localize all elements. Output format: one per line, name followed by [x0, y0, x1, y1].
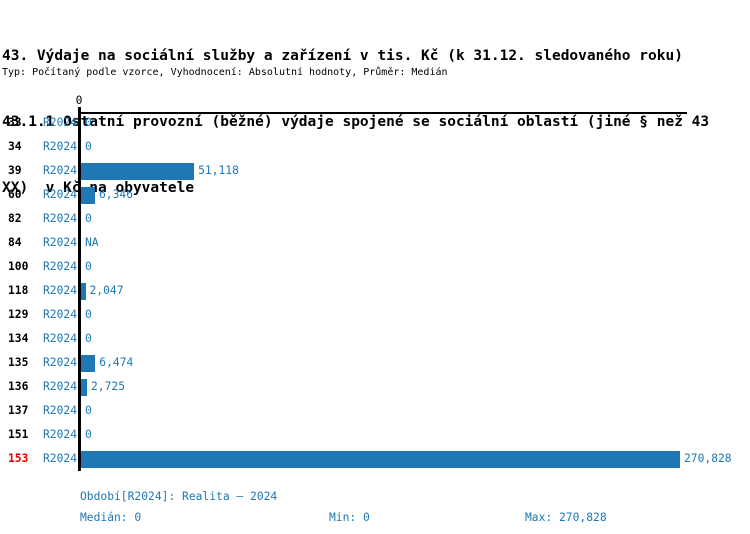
chart-row: 151 R2024 0 — [0, 423, 750, 447]
row-period-label: R2024 — [43, 236, 78, 249]
title-line-1: 43. Výdaje na sociální služby a zařízení… — [2, 48, 683, 64]
row-category-label: 135 — [8, 356, 29, 369]
row-period-label: R2024 — [43, 308, 78, 321]
row-value-label: 51,118 — [198, 164, 239, 177]
row-period-label: R2024 — [43, 428, 78, 441]
row-category-label: 84 — [8, 236, 22, 249]
row-category-label: 129 — [8, 308, 29, 321]
chart-row: 84 R2024 NA — [0, 231, 750, 255]
row-period-label: R2024 — [43, 452, 78, 465]
row-period-label: R2024 — [43, 332, 78, 345]
row-period-label: R2024 — [43, 164, 78, 177]
row-category-label: 118 — [8, 284, 29, 297]
chart-row: 39 R2024 51,118 — [0, 159, 750, 183]
row-period-label: R2024 — [43, 260, 78, 273]
row-period-label: R2024 — [43, 140, 78, 153]
row-value-label: 2,047 — [89, 284, 124, 297]
chart-row: 134 R2024 0 — [0, 327, 750, 351]
row-value-label: NA — [85, 236, 99, 249]
row-value-label: 6,346 — [99, 188, 134, 201]
row-value-label: 0 — [85, 260, 92, 273]
x-axis-tick-zero: 0 — [75, 94, 83, 107]
chart-row: 137 R2024 0 — [0, 399, 750, 423]
chart-subtitle: Typ: Počítaný podle vzorce, Vyhodnocení:… — [2, 67, 448, 78]
chart-row: 33 R2024 0 — [0, 111, 750, 135]
row-category-label: 134 — [8, 332, 29, 345]
row-value-label: 270,828 — [684, 452, 732, 465]
value-bar — [81, 186, 95, 204]
row-category-label: 137 — [8, 404, 29, 417]
y-axis-line — [78, 107, 81, 471]
chart-row: 100 R2024 0 — [0, 255, 750, 279]
stat-median: Medián: 0 — [80, 511, 142, 524]
row-category-label: 151 — [8, 428, 29, 441]
row-category-label: 136 — [8, 380, 29, 393]
value-bar — [81, 162, 195, 180]
row-category-label: 33 — [8, 116, 22, 129]
row-category-label: 34 — [8, 140, 22, 153]
chart-row: 135 R2024 6,474 — [0, 351, 750, 375]
stat-max: Max: 270,828 — [525, 511, 607, 524]
value-bar — [81, 354, 96, 372]
row-value-label: 2,725 — [91, 380, 126, 393]
row-period-label: R2024 — [43, 356, 78, 369]
row-value-label: 0 — [85, 140, 92, 153]
chart-row: 82 R2024 0 — [0, 207, 750, 231]
row-category-label: 82 — [8, 212, 22, 225]
row-value-label: 6,474 — [99, 356, 134, 369]
row-period-label: R2024 — [43, 404, 78, 417]
chart-row: 136 R2024 2,725 — [0, 375, 750, 399]
value-bar — [81, 450, 680, 468]
row-value-label: 0 — [85, 404, 92, 417]
chart-row: 153 R2024 270,828 — [0, 447, 750, 471]
row-period-label: R2024 — [43, 212, 78, 225]
chart-row: 60 R2024 6,346 — [0, 183, 750, 207]
row-value-label: 0 — [85, 332, 92, 345]
row-period-label: R2024 — [43, 284, 78, 297]
chart-row: 129 R2024 0 — [0, 303, 750, 327]
chart-rows: 33 R2024 0 34 R2024 0 39 R2024 51,118 60 R2024 6,34… — [0, 111, 750, 471]
chart-row: 34 R2024 0 — [0, 135, 750, 159]
row-value-label: 0 — [85, 116, 92, 129]
row-period-label: R2024 — [43, 380, 78, 393]
row-period-label: R2024 — [43, 116, 78, 129]
chart-row: 118 R2024 2,047 — [0, 279, 750, 303]
row-category-label: 39 — [8, 164, 22, 177]
stat-min: Min: 0 — [329, 511, 370, 524]
row-value-label: 0 — [85, 212, 92, 225]
period-info: Období[R2024]: Realita – 2024 — [80, 490, 278, 503]
value-bar — [81, 378, 87, 396]
row-category-label: 60 — [8, 188, 22, 201]
value-bar — [81, 282, 86, 300]
row-category-label: 153 — [8, 452, 29, 465]
row-value-label: 0 — [85, 308, 92, 321]
x-axis-line — [80, 112, 687, 114]
row-value-label: 0 — [85, 428, 92, 441]
row-category-label: 100 — [8, 260, 29, 273]
row-period-label: R2024 — [43, 188, 78, 201]
